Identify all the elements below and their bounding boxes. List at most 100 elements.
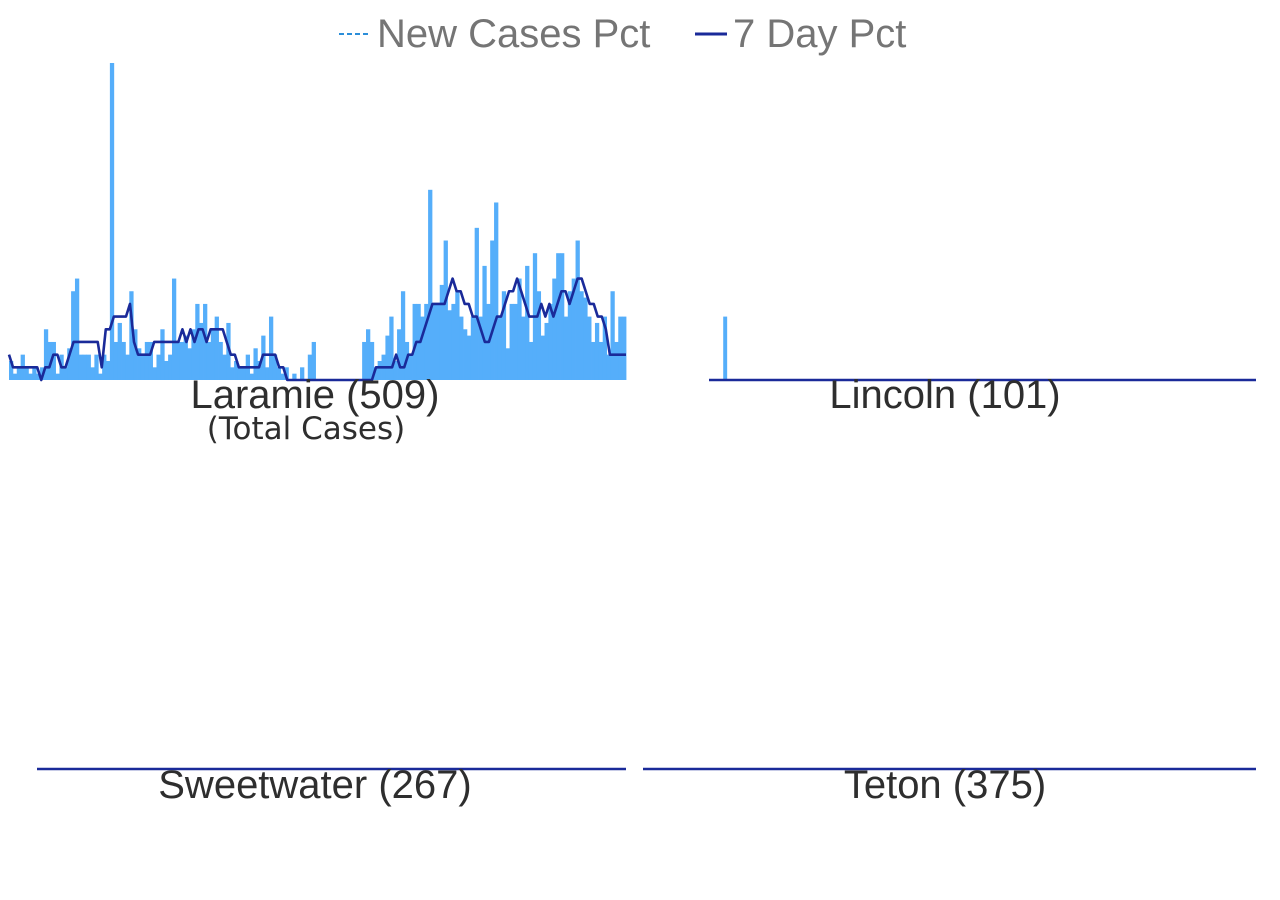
- laramie-bar: [521, 316, 526, 380]
- laramie-bar: [195, 303, 200, 380]
- laramie-bar: [199, 322, 204, 380]
- laramie-bar: [43, 329, 49, 380]
- laramie-bar: [125, 354, 130, 380]
- laramie-bar: [606, 354, 611, 380]
- laramie-bar: [618, 316, 623, 380]
- laramie-bar: [203, 303, 208, 380]
- laramie-bar: [140, 354, 146, 380]
- laramie-bar: [300, 367, 305, 380]
- laramie-bar: [598, 341, 604, 380]
- laramie-bar: [366, 329, 371, 380]
- laramie-bar: [171, 278, 177, 380]
- laramie-bar: [567, 291, 573, 380]
- laramie-bar: [424, 303, 429, 380]
- laramie-bar: [459, 316, 464, 380]
- laramie-bar: [501, 291, 507, 380]
- laramie-bar: [509, 303, 514, 380]
- lincoln-bars: [723, 316, 728, 380]
- laramie-bar: [51, 341, 56, 380]
- laramie-bar: [389, 316, 394, 380]
- laramie-bar: [253, 348, 258, 380]
- laramie-bar: [63, 367, 68, 380]
- laramie-bar: [544, 322, 549, 380]
- lincoln-bar: [723, 316, 728, 380]
- laramie-bar: [563, 316, 569, 380]
- laramie-bar: [222, 354, 227, 380]
- laramie-bar: [214, 316, 219, 380]
- laramie-bar: [369, 341, 375, 380]
- laramie-bar: [109, 63, 115, 380]
- laramie-bar: [571, 278, 576, 380]
- laramie-bar: [160, 329, 165, 380]
- laramie-bar: [86, 354, 91, 380]
- legend-new-cases-label: New Cases Pct: [377, 12, 650, 56]
- laramie-bar: [431, 303, 437, 380]
- laramie-bar: [113, 341, 119, 380]
- laramie-bar: [373, 367, 379, 380]
- laramie-bar: [540, 335, 545, 380]
- laramie-bar: [505, 348, 510, 380]
- laramie-bar: [482, 265, 487, 380]
- laramie-bar: [265, 367, 270, 380]
- laramie-bar: [552, 278, 557, 380]
- laramie-bar: [428, 189, 433, 380]
- laramie-bar: [307, 354, 313, 380]
- teton-title: Teton (375): [844, 763, 1046, 807]
- laramie-bar: [470, 316, 476, 380]
- laramie-bar: [412, 303, 417, 380]
- laramie-bar: [517, 278, 522, 380]
- laramie-bar: [466, 335, 472, 380]
- laramie-bar: [614, 341, 619, 380]
- chart-legend: New Cases Pct 7 Day Pct: [339, 12, 906, 56]
- laramie-bar: [397, 329, 402, 380]
- laramie-bar: [548, 303, 553, 380]
- laramie-bar: [602, 316, 607, 380]
- laramie-bar: [241, 367, 247, 380]
- laramie-bar: [536, 291, 542, 380]
- laramie-bar: [497, 316, 503, 380]
- laramie-bar: [218, 341, 223, 380]
- laramie-bar: [377, 360, 382, 380]
- laramie-bar: [280, 373, 285, 380]
- laramie-bar: [191, 329, 196, 380]
- laramie-title: Laramie (509): [190, 373, 439, 417]
- laramie-bars: [9, 63, 627, 380]
- laramie-bar: [408, 354, 413, 380]
- laramie-7day-line: [7, 277, 626, 382]
- laramie-bar: [168, 354, 173, 380]
- laramie-bar: [400, 291, 406, 380]
- laramie-bar: [148, 341, 153, 380]
- laramie-bar: [32, 367, 37, 380]
- laramie-bar: [494, 202, 499, 380]
- laramie-bar: [447, 310, 452, 380]
- laramie-bar: [579, 291, 584, 380]
- laramie-bar: [183, 335, 188, 380]
- laramie-bar: [439, 284, 445, 380]
- laramie-bar: [187, 348, 192, 380]
- laramie-bar: [451, 303, 456, 380]
- laramie-bar: [9, 360, 14, 380]
- laramie-bar: [435, 303, 441, 380]
- laramie-bar: [362, 341, 367, 380]
- laramie-bar: [385, 335, 390, 380]
- panel-sweetwater: Sweetwater (267): [37, 763, 626, 807]
- laramie-bar: [528, 341, 534, 380]
- laramie-bar: [249, 373, 254, 380]
- laramie-bar: [560, 253, 565, 380]
- laramie-bar: [90, 367, 95, 380]
- laramie-bar: [513, 303, 518, 380]
- laramie-bar: [210, 329, 216, 380]
- laramie-bar: [587, 316, 592, 380]
- laramie-bar: [106, 360, 111, 380]
- laramie-bar: [276, 367, 282, 380]
- laramie-bar: [179, 341, 185, 380]
- laramie-bar: [490, 240, 495, 380]
- laramie-bar: [102, 354, 107, 380]
- laramie-bar: [455, 291, 460, 380]
- laramie-bar: [117, 322, 122, 380]
- laramie-bar: [622, 316, 627, 380]
- laramie-bar: [284, 367, 289, 380]
- laramie-bar: [67, 348, 72, 380]
- laramie-bar: [152, 367, 157, 380]
